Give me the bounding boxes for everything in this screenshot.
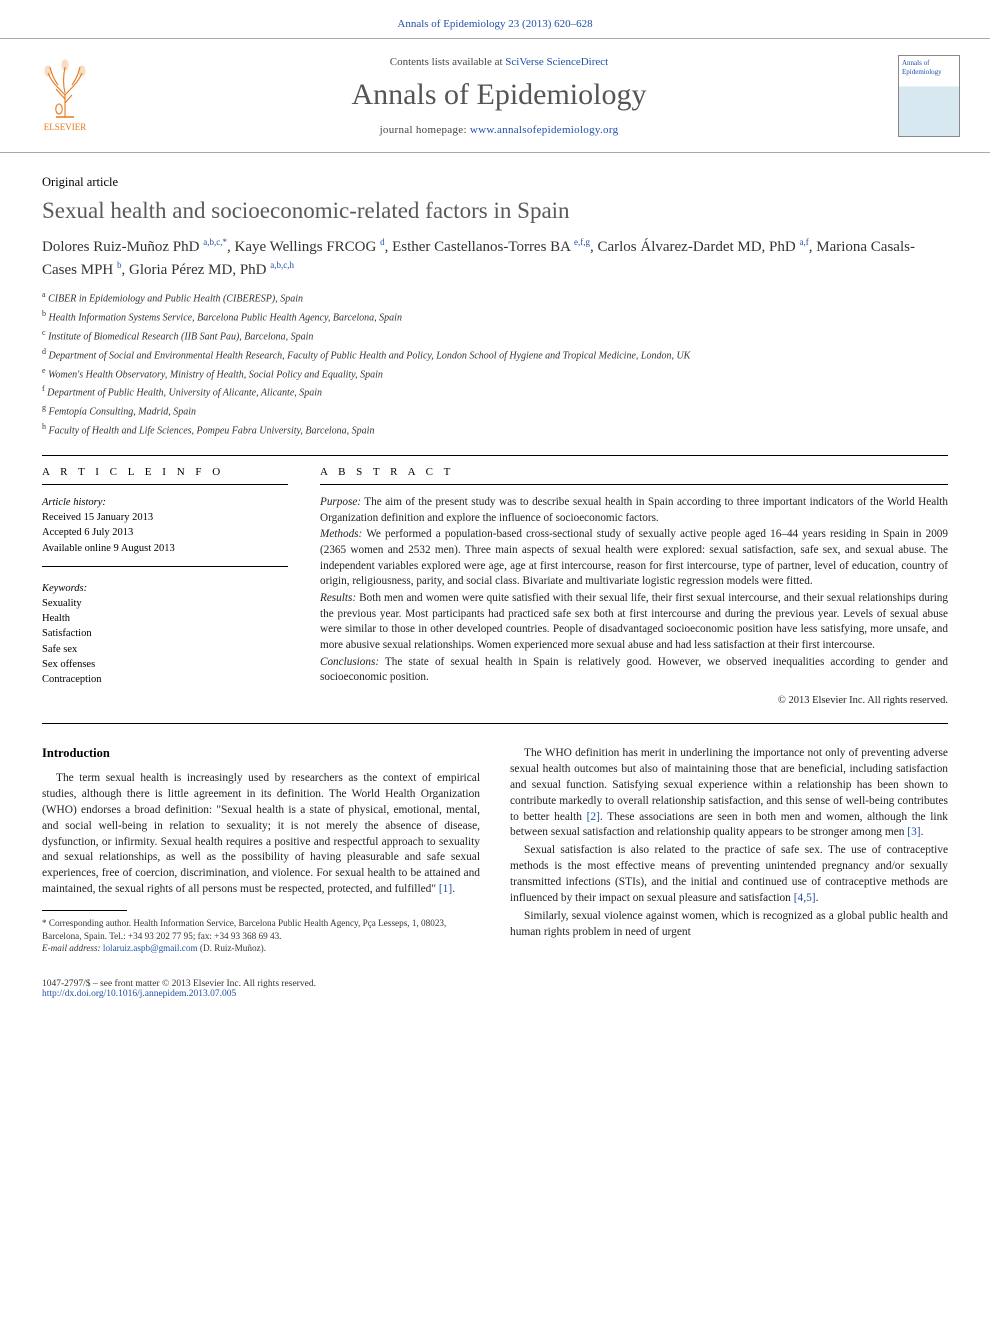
abstract-copyright: © 2013 Elsevier Inc. All rights reserved… bbox=[320, 694, 948, 709]
affiliation-line: d Department of Social and Environmental… bbox=[42, 346, 948, 364]
keywords-block: Keywords: SexualityHealthSatisfactionSaf… bbox=[42, 581, 288, 688]
body-text-left: The term sexual health is increasingly u… bbox=[42, 771, 480, 899]
citation-ref-2[interactable]: [2] bbox=[587, 811, 600, 823]
journal-center: Contents lists available at SciVerse Sci… bbox=[118, 56, 880, 136]
affiliation-line: h Faculty of Health and Life Sciences, P… bbox=[42, 421, 948, 439]
article-type: Original article bbox=[42, 175, 948, 190]
keyword: Sexuality bbox=[42, 596, 288, 611]
author-list: Dolores Ruiz-Muñoz PhD a,b,c,*, Kaye Wel… bbox=[42, 236, 948, 282]
citation-ref-1[interactable]: [1] bbox=[439, 883, 452, 895]
journal-name: Annals of Epidemiology bbox=[118, 78, 880, 112]
footnote-separator bbox=[42, 910, 127, 911]
contents-line: Contents lists available at SciVerse Sci… bbox=[118, 56, 880, 68]
sciencedirect-link[interactable]: SciVerse ScienceDirect bbox=[505, 56, 608, 68]
keyword: Health bbox=[42, 611, 288, 626]
abstract-text: Purpose: The aim of the present study wa… bbox=[320, 495, 948, 709]
body-right-column: The WHO definition has merit in underlin… bbox=[510, 746, 948, 955]
affiliation-line: e Women's Health Observatory, Ministry o… bbox=[42, 365, 948, 383]
article-info-column: A R T I C L E I N F O Article history: R… bbox=[42, 466, 288, 709]
article-main: Original article Sexual health and socio… bbox=[0, 153, 990, 973]
elsevier-logo: ELSEVIER bbox=[30, 53, 100, 138]
keyword: Satisfaction bbox=[42, 626, 288, 641]
abstract-column: A B S T R A C T Purpose: The aim of the … bbox=[320, 466, 948, 709]
abstract-heading: A B S T R A C T bbox=[320, 466, 948, 485]
body-text-right: The WHO definition has merit in underlin… bbox=[510, 746, 948, 942]
info-abstract-block: A R T I C L E I N F O Article history: R… bbox=[42, 455, 948, 724]
affiliation-line: g Femtopía Consulting, Madrid, Spain bbox=[42, 402, 948, 420]
email-line: E-mail address: lolaruiz.aspb@gmail.com … bbox=[42, 942, 480, 954]
keyword: Contraception bbox=[42, 672, 288, 687]
doi-link[interactable]: http://dx.doi.org/10.1016/j.annepidem.20… bbox=[42, 989, 236, 999]
affiliation-line: f Department of Public Health, Universit… bbox=[42, 383, 948, 401]
journal-banner: ELSEVIER Contents lists available at Sci… bbox=[0, 38, 990, 153]
journal-homepage-link[interactable]: www.annalsofepidemiology.org bbox=[470, 124, 619, 136]
elsevier-tree-icon bbox=[38, 59, 92, 119]
body-left-column: Introduction The term sexual health is i… bbox=[42, 746, 480, 955]
header-citation[interactable]: Annals of Epidemiology 23 (2013) 620–628 bbox=[397, 18, 592, 30]
affiliation-line: b Health Information Systems Service, Ba… bbox=[42, 308, 948, 326]
article-history: Article history: Received 15 January 201… bbox=[42, 495, 288, 567]
affiliation-line: a CIBER in Epidemiology and Public Healt… bbox=[42, 289, 948, 307]
copyright-footer: 1047-2797/$ – see front matter © 2013 El… bbox=[42, 979, 316, 989]
body-two-column: Introduction The term sexual health is i… bbox=[42, 746, 948, 955]
article-title: Sexual health and socioeconomic-related … bbox=[42, 197, 948, 226]
affiliation-line: c Institute of Biomedical Research (IIB … bbox=[42, 327, 948, 345]
affiliation-list: a CIBER in Epidemiology and Public Healt… bbox=[42, 289, 948, 439]
homepage-line: journal homepage: www.annalsofepidemiolo… bbox=[118, 124, 880, 136]
corresponding-author: * Corresponding author. Health Informati… bbox=[42, 917, 480, 942]
journal-cover-thumbnail: Annals of Epidemiology bbox=[898, 55, 960, 137]
introduction-heading: Introduction bbox=[42, 746, 480, 761]
corresponding-email[interactable]: lolaruiz.aspb@gmail.com bbox=[103, 943, 198, 953]
running-header: Annals of Epidemiology 23 (2013) 620–628 bbox=[0, 0, 990, 38]
page-footer: 1047-2797/$ – see front matter © 2013 El… bbox=[0, 973, 990, 1015]
citation-ref-3[interactable]: [3] bbox=[907, 826, 920, 838]
article-info-heading: A R T I C L E I N F O bbox=[42, 466, 288, 485]
citation-ref-45[interactable]: [4,5] bbox=[794, 892, 816, 904]
footnotes: * Corresponding author. Health Informati… bbox=[42, 917, 480, 954]
keyword: Sex offenses bbox=[42, 657, 288, 672]
elsevier-text: ELSEVIER bbox=[44, 122, 87, 132]
keyword: Safe sex bbox=[42, 642, 288, 657]
